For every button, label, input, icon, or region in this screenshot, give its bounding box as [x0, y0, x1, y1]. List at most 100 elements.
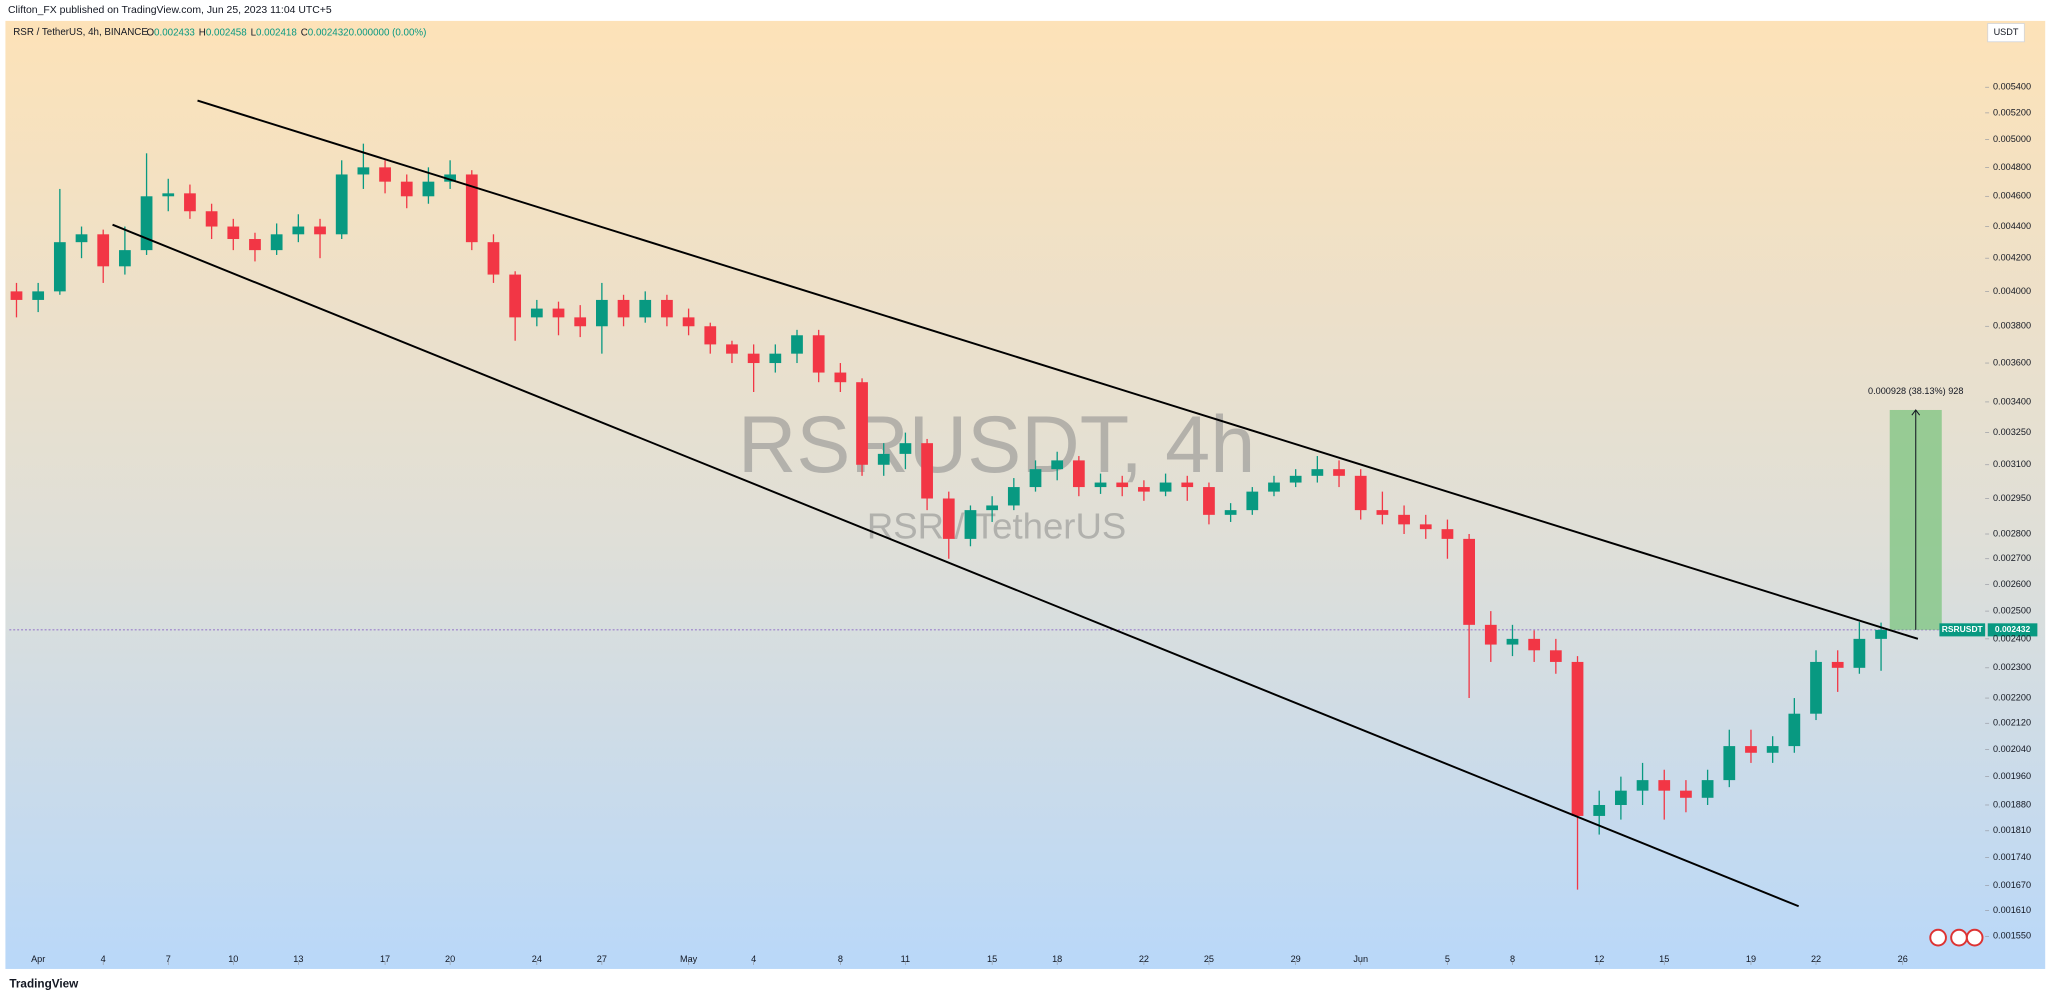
candle-body: [1203, 487, 1215, 515]
plot: 0.000928 (38.13%) 928 RSRUSDT 0.002432: [9, 99, 2038, 908]
candle-body: [1441, 529, 1454, 539]
candle-body: [834, 372, 847, 383]
measure-label: 0.000928 (38.13%) 928: [1868, 386, 1963, 396]
y-tick-label: 0.003400: [1993, 396, 2031, 406]
candle-body: [877, 453, 890, 465]
y-tick-label: 0.001670: [1993, 880, 2031, 890]
candle-body: [1029, 469, 1042, 488]
x-tick-label: 18: [1052, 954, 1062, 964]
candle-body: [1311, 469, 1324, 476]
x-tick-label: 24: [532, 954, 542, 964]
x-tick-label: 7: [166, 954, 171, 964]
ohlc-legend: O0.002433 H0.002458 L0.002418 C0.0024320.00…: [146, 27, 426, 38]
candle-body: [1246, 491, 1259, 511]
price-tag: [1987, 623, 2038, 637]
y-tick-label: 0.002700: [1993, 553, 2031, 563]
candle-body: [1463, 538, 1475, 625]
candle-body: [1831, 661, 1844, 668]
candle-body: [574, 317, 587, 327]
candle-body: [1289, 475, 1302, 483]
y-tick-label: 0.001810: [1993, 825, 2031, 835]
ohlc-value: 0.002458: [206, 27, 247, 38]
candle-body: [162, 193, 175, 197]
flag-icon: [1965, 928, 1984, 947]
y-tick-label: 0.004600: [1993, 191, 2031, 201]
x-tick-label: 22: [1811, 954, 1821, 964]
y-tick-label: 0.002800: [1993, 528, 2031, 538]
x-tick-label: 19: [1746, 954, 1756, 964]
footer-brand: TradingView: [9, 978, 79, 991]
candle-body: [1398, 514, 1410, 525]
candle-body: [1506, 638, 1519, 645]
candle-body: [1875, 629, 1887, 639]
candle-body: [1094, 482, 1107, 488]
x-tick-label: 25: [1204, 954, 1214, 964]
candle-body: [595, 299, 608, 327]
x-tick-label: Jun: [1353, 954, 1368, 964]
y-tick-label: 0.002300: [1993, 662, 2031, 672]
candle-body: [314, 226, 326, 235]
candle-body: [1528, 638, 1541, 651]
candle-body: [530, 308, 543, 318]
ohlc-value: 0.002418: [256, 27, 297, 38]
candle-body: [812, 335, 825, 373]
candle-body: [1593, 804, 1606, 816]
x-tick-label: 26: [1898, 954, 1908, 964]
x-tick-label: 27: [597, 954, 607, 964]
candle-body: [53, 242, 66, 292]
price-tag-text: 0.002432: [1995, 624, 2031, 634]
candle-body: [639, 299, 652, 318]
candle-body: [1181, 482, 1194, 488]
candle-body: [32, 291, 45, 300]
flag-icon: [1929, 928, 1947, 947]
y-tick-label: 0.002120: [1993, 718, 2031, 728]
candle-body: [747, 353, 760, 364]
candle-body: [1138, 487, 1150, 492]
candle-body: [856, 382, 868, 465]
candle-body: [1116, 482, 1129, 488]
y-tick-label: 0.001550: [1993, 931, 2031, 941]
y-tick-label: 0.001960: [1993, 771, 2031, 781]
candle-body: [227, 226, 240, 240]
y-tick-label: 0.004800: [1993, 162, 2031, 172]
x-tick-label: 8: [838, 954, 843, 964]
candle-body: [1549, 650, 1562, 662]
candle-body: [682, 317, 695, 327]
candle-body: [1745, 746, 1757, 753]
candle-body: [617, 299, 630, 318]
measure-arrowhead: [1911, 409, 1921, 416]
candle-body: [1268, 482, 1280, 492]
y-tick-label: 0.002400: [1993, 633, 2031, 643]
candle-body: [1680, 790, 1692, 798]
candle-body: [1788, 713, 1801, 747]
watermark-name: RSR / TetherUS: [867, 506, 1126, 547]
y-tick-label: 0.005200: [1993, 107, 2031, 117]
ohlc-key: O: [146, 27, 154, 38]
candle-body: [1636, 780, 1649, 791]
plot-background: [5, 20, 2046, 969]
x-tick-label: 4: [101, 954, 106, 964]
x-tick-label: 20: [445, 954, 455, 964]
trendline: [197, 99, 1919, 640]
candle-body: [1853, 638, 1866, 668]
candle-body: [791, 335, 803, 354]
candle-body: [97, 234, 110, 267]
candle-body: [10, 291, 23, 300]
candle-body: [465, 174, 478, 243]
symbol-tag-text: RSRUSDT: [1942, 624, 1984, 634]
candle-body: [1333, 469, 1345, 476]
ohlc-value: 0.002432: [308, 27, 349, 38]
x-tick-label: 22: [1139, 954, 1149, 964]
candle-body: [444, 174, 456, 182]
watermark-symbol: RSRUSDT, 4h: [738, 400, 1255, 490]
x-tick-label: 8: [1510, 954, 1515, 964]
candle-body: [942, 498, 955, 539]
candle-body: [921, 443, 933, 499]
x-tick-label: 4: [751, 954, 756, 964]
ohlc-key: C: [301, 27, 308, 38]
y-tick-label: 0.001880: [1993, 799, 2031, 809]
candle-body: [769, 353, 782, 364]
x-tick-label: 5: [1445, 954, 1450, 964]
y-tick-label: 0.001740: [1993, 852, 2031, 862]
